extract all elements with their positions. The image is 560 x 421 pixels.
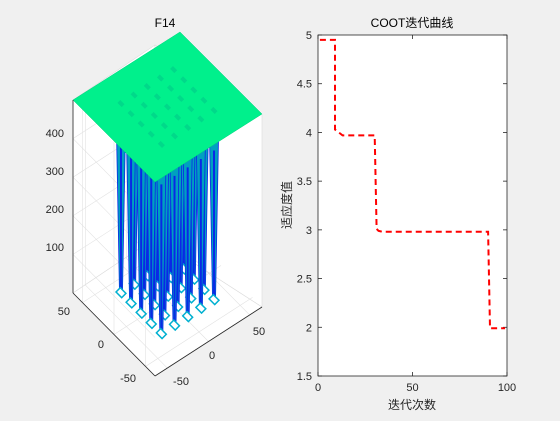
well-base-marker xyxy=(168,319,181,332)
x-axis-label: 迭代次数 xyxy=(388,397,436,412)
x-tick-label: 50 xyxy=(253,326,265,338)
plateau-well-mark xyxy=(180,76,188,84)
x-tick-label: 0 xyxy=(209,350,215,362)
plateau-well-mark xyxy=(117,100,125,108)
x-tick-label: 50 xyxy=(406,382,418,394)
plateau-wells xyxy=(117,66,218,148)
y-tick-label: 0 xyxy=(98,339,104,351)
y-tick-label: 3.5 xyxy=(297,176,312,188)
fitness-curve xyxy=(319,38,506,330)
plateau-well-mark xyxy=(150,111,158,120)
y-tick-label: 2.5 xyxy=(297,274,312,286)
well-base-marker xyxy=(135,307,148,320)
plateau-well-mark xyxy=(153,93,161,101)
y-tick-label: 3 xyxy=(306,225,312,237)
x-gridline xyxy=(85,92,168,369)
plateau-well-mark xyxy=(163,103,172,111)
x-tick-label: 100 xyxy=(498,382,516,394)
x-axis-line xyxy=(154,306,263,377)
plateau-well-mark xyxy=(177,94,185,103)
plateau-well-mark xyxy=(170,132,179,140)
y-tick-label: 50 xyxy=(58,306,70,318)
x-tick-label: 0 xyxy=(315,382,321,394)
plateau-well-mark xyxy=(200,96,208,104)
surface-plot: F14 100 200 300 400 50 0 -50 -50 xyxy=(46,16,265,388)
plateau-well-mark xyxy=(147,130,155,138)
well-base-marker xyxy=(194,302,207,315)
x-axis-ticks: 0 50 100 xyxy=(315,35,516,394)
plateau-well-mark xyxy=(187,105,195,113)
well-base-marker xyxy=(114,286,127,299)
x-tick-label: -50 xyxy=(173,376,189,388)
y-axis-ticks: 1.5 2 2.5 3 3.5 4 4.5 5 xyxy=(297,30,507,383)
plateau-well-mark xyxy=(157,140,165,148)
plateau-well-mark xyxy=(197,115,205,123)
z-tick-label: 400 xyxy=(46,128,64,140)
y-tick-label: -50 xyxy=(120,373,136,385)
y-tick-label: 5 xyxy=(306,30,312,42)
y-axis-label: 适应度值 xyxy=(279,181,294,229)
convergence-plot: COOT迭代曲线 1.5 2 2.5 3 3.5 4 4.5 5 0 50 100 迭代次数 适应… xyxy=(279,16,516,412)
plateau-well-mark xyxy=(170,66,178,74)
plateau-well-mark xyxy=(127,110,135,118)
y-tick-label: 4.5 xyxy=(297,79,312,91)
plateau-well-mark xyxy=(184,123,192,131)
surface-plot-title: F14 xyxy=(155,16,176,30)
plateau-well-mark xyxy=(210,106,218,114)
y-axis-line xyxy=(72,292,156,377)
plateau-well-mark xyxy=(140,101,148,109)
convergence-plot-title: COOT迭代曲线 xyxy=(371,16,454,30)
x-tick-labels: -50 0 50 xyxy=(173,326,265,388)
plateau-well-mark xyxy=(143,83,151,91)
plateau-well-mark xyxy=(130,91,138,99)
y-tick-label: 2 xyxy=(306,322,312,334)
well-base-marker xyxy=(181,310,194,323)
z-tick-label: 100 xyxy=(46,242,64,254)
plot-area xyxy=(317,34,508,377)
z-tick-labels: 100 200 300 400 xyxy=(46,128,64,254)
well-base-marker xyxy=(125,296,138,309)
plateau-well-mark xyxy=(190,86,198,94)
well-base-marker xyxy=(208,293,221,306)
plateau-well-mark xyxy=(160,122,168,130)
plateau-well-mark xyxy=(137,120,145,128)
y-tick-label: 4 xyxy=(306,127,312,139)
z-tick-label: 200 xyxy=(46,204,64,216)
y-tick-label: 1.5 xyxy=(297,371,312,383)
series-line xyxy=(319,38,506,330)
plateau-well-mark xyxy=(167,84,175,92)
plateau-well-mark xyxy=(174,113,182,121)
y-tick-labels: 50 0 -50 xyxy=(58,306,136,385)
plateau-well-mark xyxy=(156,74,165,82)
well-base-marker xyxy=(145,317,158,330)
z-tick-label: 300 xyxy=(46,166,64,178)
well-base-marker xyxy=(155,327,168,340)
